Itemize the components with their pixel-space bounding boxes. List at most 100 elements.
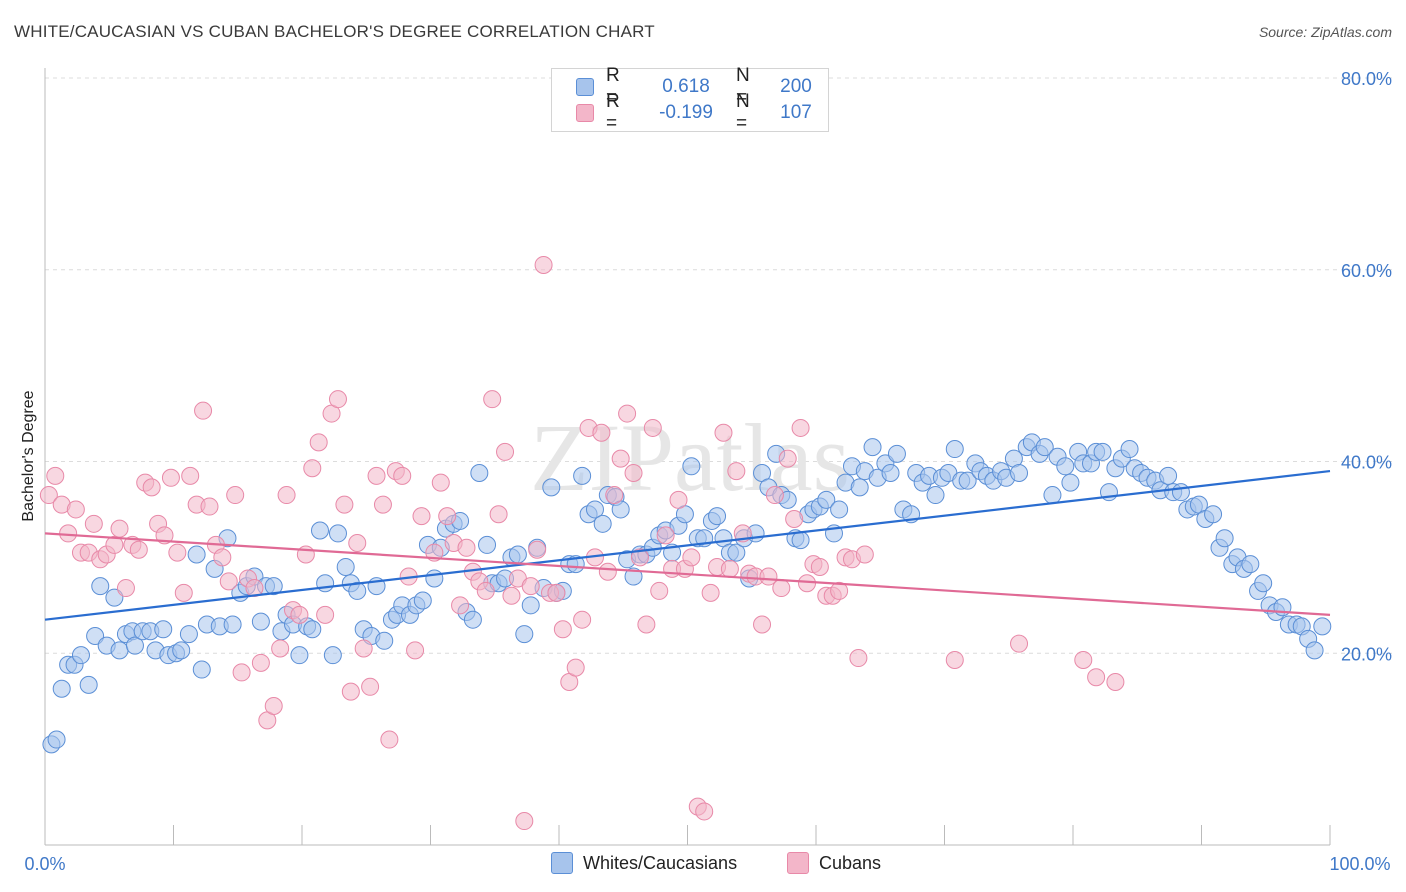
data-point [534, 255, 553, 274]
legend-swatch-cubans [576, 104, 594, 122]
data-point [701, 583, 720, 602]
data-point [593, 514, 612, 533]
data-point [380, 730, 399, 749]
data-point [553, 620, 572, 639]
data-point [573, 466, 592, 485]
legend-n-value: 107 [780, 102, 812, 123]
data-point [1254, 574, 1273, 593]
data-point [618, 404, 637, 423]
data-point [650, 581, 669, 600]
data-point [863, 438, 882, 457]
data-point [778, 449, 797, 468]
data-point [585, 500, 604, 519]
data-point [316, 605, 335, 624]
data-point [830, 581, 849, 600]
data-point [785, 510, 804, 529]
data-point [168, 543, 187, 562]
data-point [682, 457, 701, 476]
data-point [316, 574, 335, 593]
data-point [624, 567, 643, 586]
data-point [406, 641, 425, 660]
data-point [624, 464, 643, 483]
data-point [1106, 673, 1125, 692]
data-point [1159, 466, 1178, 485]
data-point [413, 591, 432, 610]
legend-r-value: 0.618 [662, 76, 710, 97]
tick-labels: 20.0% 40.0% 60.0% 80.0% 0.0% 100.0% [24, 69, 1392, 874]
data-point [335, 495, 354, 514]
data-point [116, 579, 135, 598]
data-point [637, 615, 656, 634]
data-point [226, 486, 245, 505]
data-point [303, 620, 322, 639]
data-point [463, 610, 482, 629]
data-point [1056, 457, 1075, 476]
data-point [431, 473, 450, 492]
data-point [1204, 505, 1223, 524]
data-point [643, 418, 662, 437]
data-point [172, 641, 191, 660]
data-point [1241, 555, 1260, 574]
data-point [542, 478, 561, 497]
data-point [323, 646, 342, 665]
data-point [412, 507, 431, 526]
data-point [425, 569, 444, 588]
data-point [161, 468, 180, 487]
data-point [521, 577, 540, 596]
y-tick-label: 20.0% [1341, 644, 1392, 664]
legend-r-label: R = [606, 91, 620, 134]
data-point [592, 423, 611, 442]
data-point [367, 466, 386, 485]
data-point [598, 562, 617, 581]
data-point [1087, 668, 1106, 687]
data-point [476, 581, 495, 600]
data-point [1010, 634, 1029, 653]
data-point [105, 588, 124, 607]
data-point [86, 626, 105, 645]
legend-n-label: N = [736, 65, 750, 108]
data-point [656, 526, 675, 545]
data-point [1043, 486, 1062, 505]
data-point [348, 581, 367, 600]
data-point [1035, 438, 1054, 457]
data-point [71, 646, 90, 665]
data-point [881, 464, 900, 483]
data-point [341, 682, 360, 701]
data-point [451, 596, 470, 615]
trend-line [44, 469, 1331, 621]
data-point [708, 507, 727, 526]
bottom-legend-whites: Whites/Caucasians [551, 852, 737, 874]
data-point [66, 500, 85, 519]
data-point [470, 464, 489, 483]
data-point [354, 639, 373, 658]
data-point [727, 462, 746, 481]
data-point [348, 533, 367, 552]
data-point [110, 519, 129, 538]
data-point [91, 577, 110, 596]
data-point [855, 545, 874, 564]
bottom-legend-cubans: Cubans [787, 852, 881, 874]
data-point [181, 466, 200, 485]
data-point [328, 390, 347, 409]
legend-n-value: 200 [780, 76, 812, 97]
data-point [179, 625, 198, 644]
data-point [46, 466, 65, 485]
data-point [105, 535, 124, 554]
data-point [290, 605, 309, 624]
data-point [1074, 650, 1093, 669]
data-point [682, 548, 701, 567]
data-point [155, 526, 174, 545]
data-point [791, 531, 810, 550]
series-cubans-points [39, 255, 1125, 831]
data-point [251, 653, 270, 672]
data-point [496, 442, 515, 461]
data-point [605, 486, 624, 505]
data-point [489, 505, 508, 524]
data-point [727, 543, 746, 562]
data-point [232, 663, 251, 682]
data-point [1313, 617, 1332, 636]
data-point [328, 524, 347, 543]
y-axis-label: Bachelor's Degree [20, 390, 37, 521]
data-point [566, 658, 585, 677]
